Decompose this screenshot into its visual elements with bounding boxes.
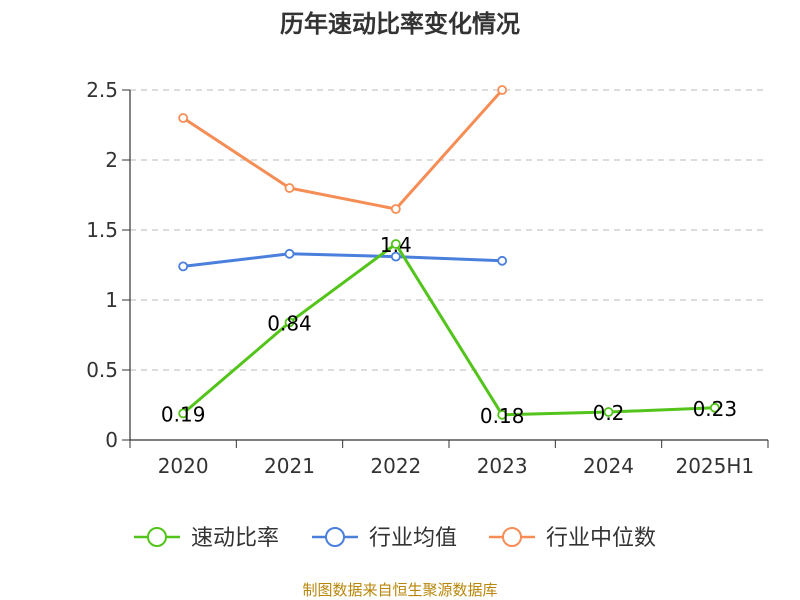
data-point	[390, 239, 401, 249]
y-tick-label: 2	[105, 148, 118, 172]
legend: 速动比率 行业均值 行业中位数	[134, 526, 656, 551]
data-point	[178, 408, 189, 419]
data-point	[178, 261, 189, 272]
series-line	[182, 242, 715, 417]
x-tick-label: 2020	[158, 454, 209, 478]
data-point	[284, 248, 295, 259]
y-tick-label: 1.5	[86, 218, 118, 242]
x-tick-label: 2024	[583, 454, 634, 478]
grid	[130, 89, 768, 371]
data-point	[497, 85, 508, 95]
y-tick-label: 2.5	[86, 78, 118, 102]
legend-marker	[502, 527, 522, 547]
legend-label: 速动比率	[191, 526, 279, 551]
data-point	[709, 402, 720, 413]
data-label: 0.18	[480, 404, 525, 428]
y-tick-label: 1	[105, 288, 118, 312]
x-tick-label: 2025H1	[675, 454, 754, 478]
source-note: 制图数据来自恒生聚源数据库	[302, 581, 497, 599]
x-tick-label: 2021	[264, 454, 315, 478]
data-label: 0.19	[161, 402, 206, 426]
data-point	[284, 183, 295, 193]
data-label: 0.2	[593, 401, 625, 425]
legend-label: 行业中位数	[546, 526, 656, 551]
data-labels: 0.19 0.84 1.4 0.18 0.2 0.23	[161, 233, 737, 428]
x-tick-label: 2023	[477, 454, 528, 478]
data-label: 0.84	[267, 311, 312, 335]
data-point	[497, 255, 508, 266]
data-point	[390, 251, 401, 262]
legend-marker	[325, 527, 345, 547]
series-line	[182, 89, 504, 211]
y-tick-label: 0.5	[86, 358, 118, 382]
data-point	[178, 113, 189, 123]
x-tick-label: 2022	[370, 454, 421, 478]
data-point	[284, 317, 295, 328]
legend-label: 行业均值	[369, 526, 457, 551]
axes: 0 0.5 1 1.5 2 2.5 2020 2021 2022 2023 2024 2025H1	[86, 78, 769, 478]
data-point	[390, 204, 401, 214]
data-point	[497, 409, 508, 420]
series-layer	[178, 85, 720, 420]
data-label: 1.4	[380, 233, 412, 257]
series-line	[183, 252, 503, 268]
chart-title: 历年速动比率变化情况	[280, 10, 520, 38]
legend-marker	[147, 527, 167, 547]
data-point	[603, 407, 614, 417]
y-tick-label: 0	[105, 428, 118, 452]
data-label: 0.23	[693, 397, 738, 421]
